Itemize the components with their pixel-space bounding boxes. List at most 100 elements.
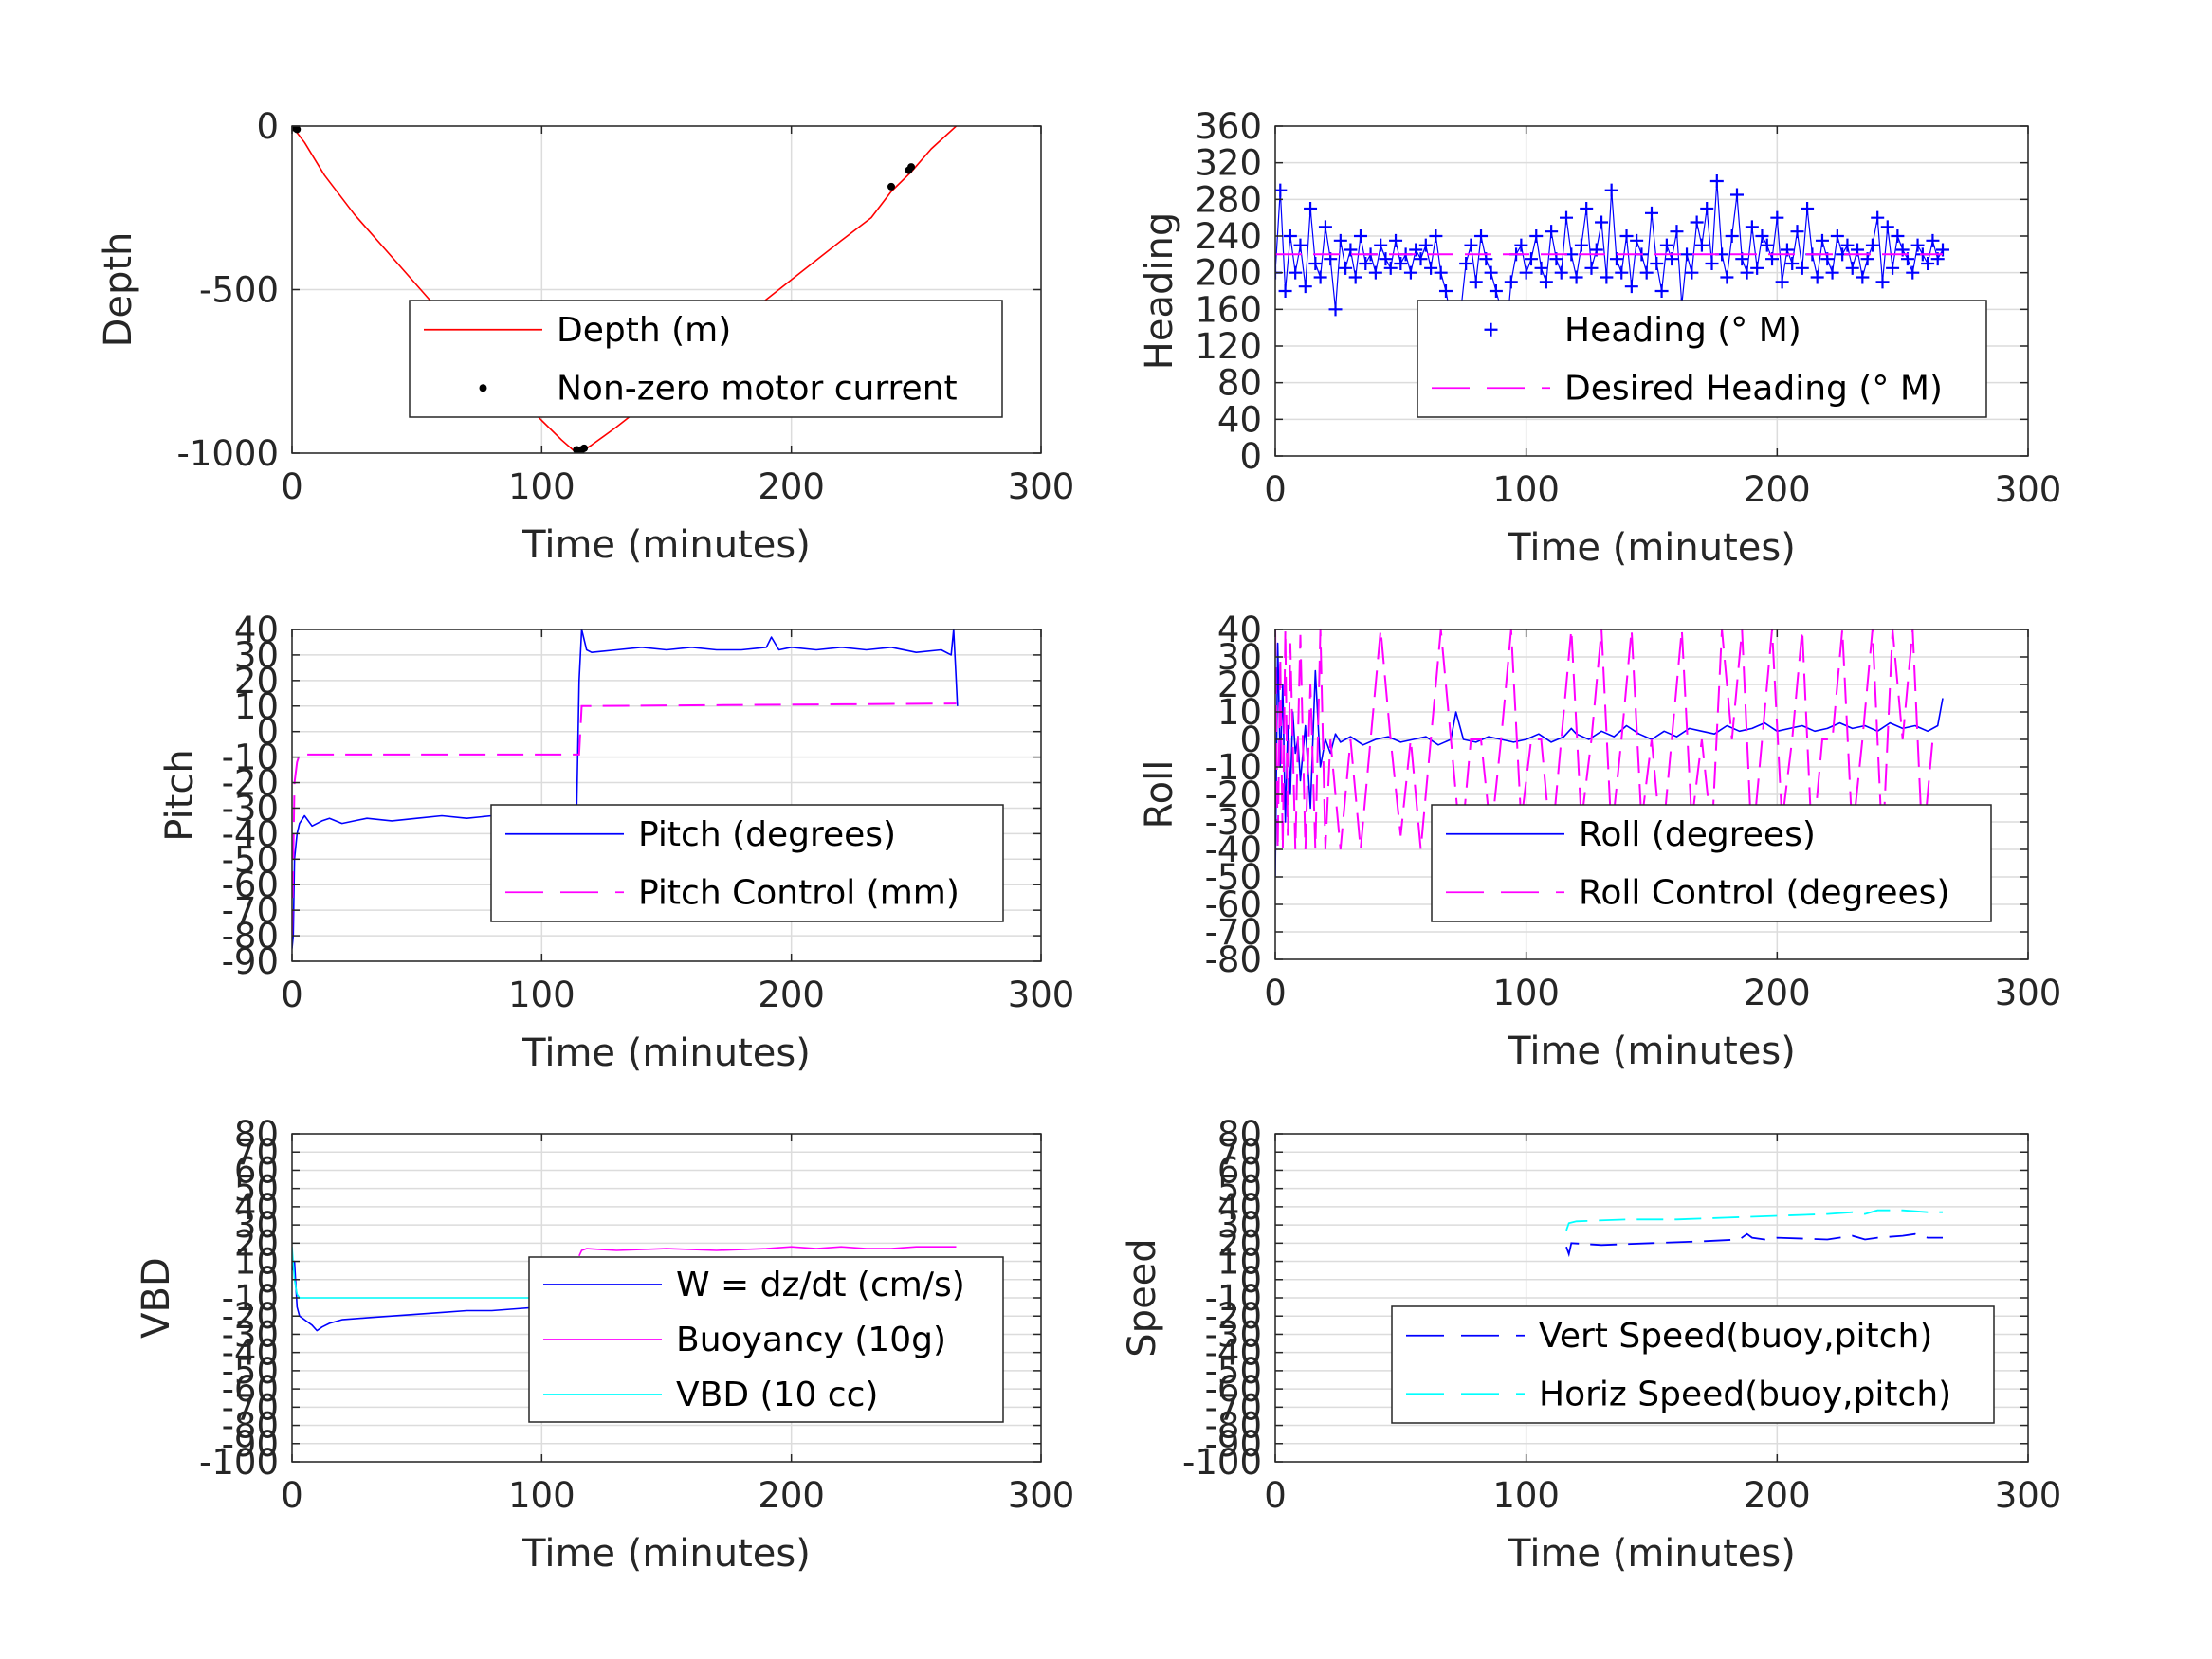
x-tick-label: 0 <box>1264 469 1287 510</box>
y-tick-label: -1000 <box>176 433 279 474</box>
series-heading-0-marker <box>1801 202 1815 215</box>
y-tick-label: 0 <box>1239 720 1262 760</box>
series-heading-0-marker <box>1339 261 1353 275</box>
series-heading-0-marker <box>1700 202 1714 215</box>
legend: Depth (m) Non-zero motor current <box>409 300 1003 418</box>
y-tick-label: 10 <box>1217 1242 1262 1283</box>
series-heading-0-marker <box>1906 265 1920 280</box>
series-heading-0-marker <box>1353 229 1367 243</box>
series-heading-0-marker <box>1524 252 1538 266</box>
series-heading-0-marker <box>1539 275 1553 289</box>
y-axis-label: Speed <box>1121 1238 1164 1357</box>
series-depth-1-point <box>580 444 589 452</box>
series-heading-0-marker <box>1790 225 1804 239</box>
plot-area <box>292 126 958 453</box>
series-heading-0-marker <box>1624 280 1638 294</box>
series-heading-0-marker <box>1409 243 1423 257</box>
series-pitch-0-line <box>292 629 959 949</box>
y-tick-label: 360 <box>1195 106 1262 147</box>
y-tick-label: 20 <box>234 661 279 702</box>
series-heading-0-marker <box>1720 270 1734 284</box>
series-heading-0-marker <box>1645 206 1658 220</box>
y-tick-label: -40 <box>222 813 279 854</box>
legend-entry: Desired Heading (° M) <box>1564 369 1943 408</box>
y-tick-label: -10 <box>222 1278 279 1319</box>
y-tick-label: -100 <box>199 1442 279 1483</box>
series-heading-0-marker <box>1348 270 1362 284</box>
series-heading-0-marker <box>1318 220 1332 234</box>
y-tick-label: 20 <box>1217 1223 1262 1264</box>
series-depth-1-point <box>887 182 895 191</box>
y-tick-label: -100 <box>1182 1442 1262 1483</box>
series-speed-1-line <box>1565 1209 1943 1231</box>
y-tick-label: 40 <box>234 610 279 650</box>
series-heading-0-marker <box>1670 225 1684 239</box>
legend-entry: Roll (degrees) <box>1579 815 1816 854</box>
y-tick-label: -10 <box>222 738 279 778</box>
series-heading-0-marker <box>1680 247 1694 262</box>
series-heading-0-marker <box>1775 275 1789 289</box>
series-heading-0-marker <box>1595 215 1609 229</box>
series-heading-0-marker <box>1725 229 1739 243</box>
series-heading-0-marker <box>1705 257 1719 270</box>
legend-entry: Horiz Speed(buoy,pitch) <box>1539 1375 1951 1413</box>
y-tick-label: 10 <box>234 1242 279 1283</box>
y-tick-label: -30 <box>1205 1314 1262 1355</box>
legend-box <box>490 804 1004 922</box>
series-heading-0-marker <box>1529 229 1544 243</box>
series-heading-0-marker <box>1434 265 1448 280</box>
x-tick-label: 100 <box>1492 1475 1560 1516</box>
series-heading-0-marker <box>1880 220 1894 234</box>
x-tick-label: 100 <box>1492 469 1560 510</box>
series-heading-0-marker <box>1615 265 1629 280</box>
y-tick-label: 120 <box>1195 326 1262 367</box>
y-tick-label: -60 <box>1205 1369 1262 1410</box>
plot-area <box>292 629 959 949</box>
x-tick-label: 200 <box>758 466 825 507</box>
y-tick-label: -80 <box>222 1406 279 1447</box>
series-heading-0-marker <box>1293 238 1307 252</box>
y-tick-label: -50 <box>222 1351 279 1392</box>
y-tick-label: -30 <box>222 788 279 829</box>
axes-frame <box>291 629 1042 962</box>
legend-entry: Vert Speed(buoy,pitch) <box>1539 1317 1932 1356</box>
y-axis-label: Roll <box>1138 760 1181 830</box>
series-heading-0-marker <box>1429 229 1443 243</box>
series-heading-0-marker <box>1609 252 1623 266</box>
x-tick-label: 100 <box>508 466 576 507</box>
series-roll-1-line <box>1275 629 1934 850</box>
series-heading-0-marker <box>1313 270 1327 284</box>
y-tick-label: 70 <box>234 1132 279 1173</box>
y-tick-label: -30 <box>1205 802 1262 843</box>
x-tick-label: 300 <box>1995 1475 2062 1516</box>
x-tick-label: 100 <box>508 1475 576 1516</box>
series-heading-0-marker <box>1278 284 1292 298</box>
series-heading-0-marker <box>1328 302 1343 317</box>
series-heading-0-marker <box>1403 265 1417 280</box>
y-tick-label: 70 <box>1217 1132 1262 1173</box>
subplot-pitch: 0 100 200 300-90-80-70-60-50-40-30-20-10010… <box>158 610 1074 1075</box>
series-heading-0-marker <box>1394 257 1408 270</box>
series-heading-0-marker <box>1368 265 1382 280</box>
y-tick-label: -70 <box>1205 912 1262 953</box>
x-axis-label: Time (minutes) <box>521 523 811 567</box>
y-tick-label: 30 <box>234 1205 279 1246</box>
series-heading-0-marker <box>1359 257 1373 270</box>
y-tick-label: 0 <box>256 106 279 147</box>
series-heading-0-marker <box>1865 238 1879 252</box>
legend-entry: Pitch (degrees) <box>638 815 896 854</box>
legend: Heading (° M) Desired Heading (° M) <box>1417 300 1987 418</box>
series-heading-0-marker <box>1333 233 1347 247</box>
legend-marker <box>479 384 487 392</box>
y-tick-label: -50 <box>222 839 279 880</box>
y-tick-label: -70 <box>222 1387 279 1428</box>
x-tick-label: 300 <box>1995 469 2062 510</box>
series-heading-0-marker <box>1600 270 1614 284</box>
series-speed-0-line <box>1565 1232 1943 1258</box>
y-tick-label: -80 <box>1205 939 1262 980</box>
y-tick-label: 40 <box>234 1187 279 1228</box>
y-tick-label: 30 <box>1217 637 1262 678</box>
series-heading-0-marker <box>1875 275 1890 289</box>
subplot-speed: 0 100 200 300-100-90-80-70-60-50-40-30-20-1… <box>1121 1114 2061 1576</box>
legend-entry: Heading (° M) <box>1564 311 1801 350</box>
